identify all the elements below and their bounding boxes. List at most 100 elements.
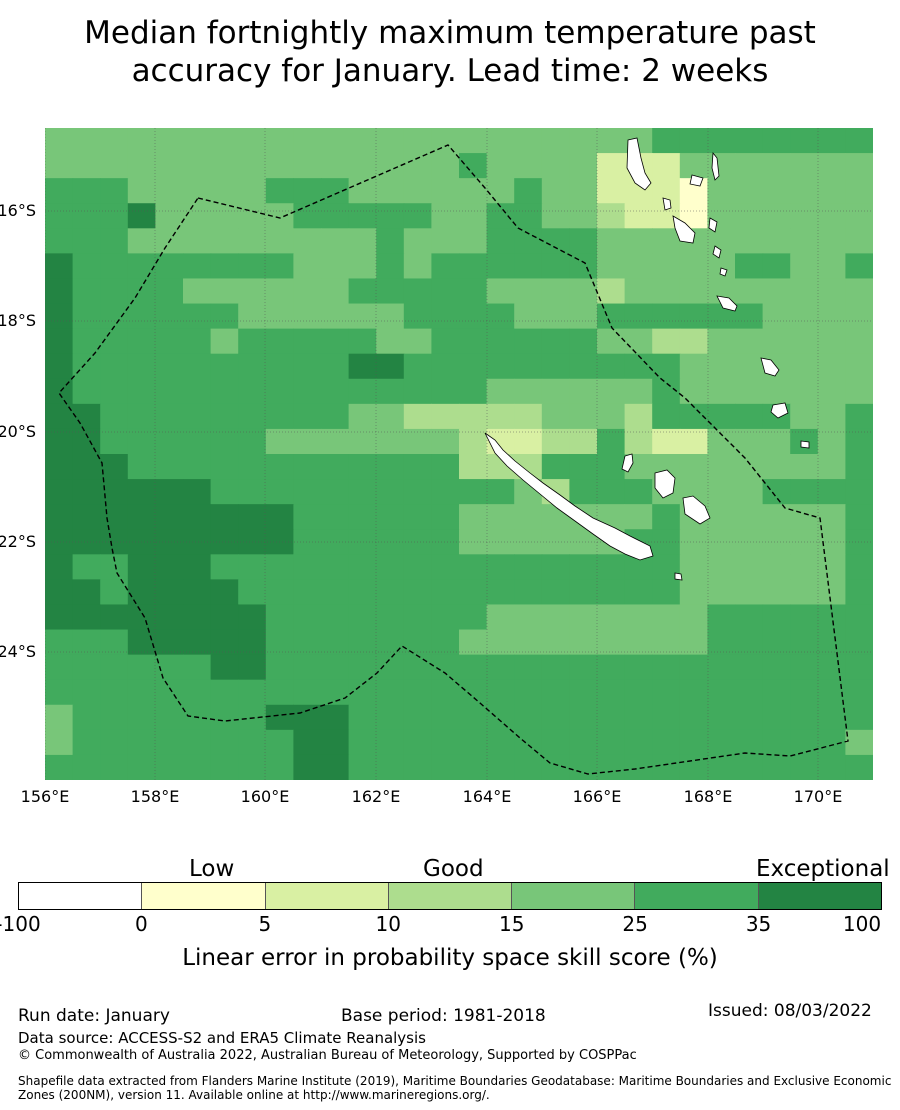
skill-cell bbox=[762, 679, 791, 706]
skill-cell bbox=[541, 353, 570, 380]
skill-cell bbox=[624, 704, 653, 731]
skill-cell bbox=[459, 679, 488, 706]
skill-cell bbox=[707, 504, 736, 530]
skill-cell bbox=[238, 203, 267, 229]
skill-cell bbox=[45, 629, 74, 656]
skill-cell bbox=[210, 328, 239, 355]
skill-cell bbox=[514, 504, 543, 530]
skill-cell bbox=[265, 228, 294, 254]
skill-cell bbox=[652, 278, 681, 305]
skill-cell bbox=[45, 403, 74, 430]
skill-cell bbox=[183, 504, 212, 530]
skill-cell bbox=[238, 228, 267, 254]
skill-cell bbox=[762, 128, 791, 154]
skill-cell bbox=[845, 479, 873, 505]
skill-cell bbox=[845, 253, 873, 280]
skill-cell bbox=[321, 554, 350, 580]
skill-cell bbox=[624, 278, 653, 305]
skill-cell bbox=[127, 278, 156, 305]
skill-cell bbox=[210, 454, 239, 480]
skill-cell bbox=[431, 629, 460, 656]
skill-cell bbox=[100, 754, 129, 780]
skill-cell bbox=[321, 428, 350, 455]
skill-cell bbox=[817, 729, 846, 756]
skill-cell bbox=[376, 378, 405, 405]
skill-cell bbox=[348, 128, 377, 154]
skill-cell bbox=[624, 654, 653, 681]
skill-cell bbox=[707, 228, 736, 254]
lat-tick-label: 24°S bbox=[0, 642, 36, 661]
skill-cell bbox=[817, 378, 846, 405]
skill-cell bbox=[845, 328, 873, 355]
skill-cell bbox=[514, 353, 543, 380]
skill-cell bbox=[72, 178, 101, 204]
skill-cell bbox=[459, 378, 488, 405]
skill-cell bbox=[541, 428, 570, 455]
skill-cell bbox=[403, 203, 432, 229]
skill-cell bbox=[679, 554, 708, 580]
skill-cell bbox=[72, 278, 101, 305]
skill-cell bbox=[569, 128, 598, 154]
skill-cell bbox=[569, 228, 598, 254]
eez-boundary bbox=[58, 144, 849, 775]
skill-cell bbox=[376, 479, 405, 505]
skill-cell bbox=[238, 128, 267, 154]
skill-cell bbox=[321, 203, 350, 229]
skill-cell bbox=[127, 704, 156, 731]
skill-cell bbox=[597, 629, 626, 656]
skill-cell bbox=[293, 704, 322, 731]
skill-cell bbox=[541, 328, 570, 355]
skill-cell bbox=[762, 654, 791, 681]
skill-cell bbox=[321, 178, 350, 204]
skill-cell bbox=[569, 479, 598, 505]
skill-cell bbox=[569, 203, 598, 229]
skill-cell bbox=[624, 378, 653, 405]
skill-cell bbox=[486, 504, 515, 530]
skill-cell bbox=[155, 403, 184, 430]
skill-cell bbox=[293, 353, 322, 380]
skill-cell bbox=[459, 328, 488, 355]
skill-cell bbox=[597, 128, 626, 154]
skill-cell bbox=[155, 504, 184, 530]
skill-cell bbox=[624, 403, 653, 430]
skill-cell bbox=[321, 704, 350, 731]
skill-cell bbox=[652, 504, 681, 530]
skill-cell bbox=[707, 353, 736, 380]
skill-cell bbox=[348, 579, 377, 606]
skill-cell bbox=[597, 178, 626, 204]
skill-cell bbox=[459, 579, 488, 606]
skill-cell bbox=[597, 579, 626, 606]
skill-cell bbox=[845, 729, 873, 756]
skill-cell bbox=[72, 428, 101, 455]
skill-cell bbox=[817, 579, 846, 606]
skill-cell bbox=[293, 253, 322, 280]
skill-cell bbox=[679, 128, 708, 154]
skill-cell bbox=[293, 454, 322, 480]
skill-cell bbox=[652, 228, 681, 254]
skill-cell bbox=[45, 529, 74, 555]
skill-cell bbox=[652, 153, 681, 179]
skill-cell bbox=[265, 153, 294, 179]
skill-cell bbox=[403, 454, 432, 480]
skill-cell bbox=[265, 704, 294, 731]
skill-cell bbox=[790, 378, 819, 405]
skill-cell bbox=[376, 253, 405, 280]
skill-cell bbox=[459, 454, 488, 480]
skill-cell bbox=[238, 579, 267, 606]
skill-cell bbox=[679, 604, 708, 631]
skill-cell bbox=[845, 704, 873, 731]
skill-cell bbox=[127, 754, 156, 780]
skill-cell bbox=[210, 403, 239, 430]
skill-cell bbox=[183, 278, 212, 305]
skill-cell bbox=[293, 504, 322, 530]
skill-cell bbox=[210, 579, 239, 606]
vanuatu-islands bbox=[626, 137, 810, 449]
skill-cell bbox=[321, 128, 350, 154]
skill-cell bbox=[459, 754, 488, 780]
skill-cell bbox=[459, 479, 488, 505]
skill-cell bbox=[265, 454, 294, 480]
colorbar-tick-label: 35 bbox=[745, 912, 772, 936]
skill-cell bbox=[238, 428, 267, 455]
skill-cell bbox=[210, 629, 239, 656]
skill-cell bbox=[486, 729, 515, 756]
